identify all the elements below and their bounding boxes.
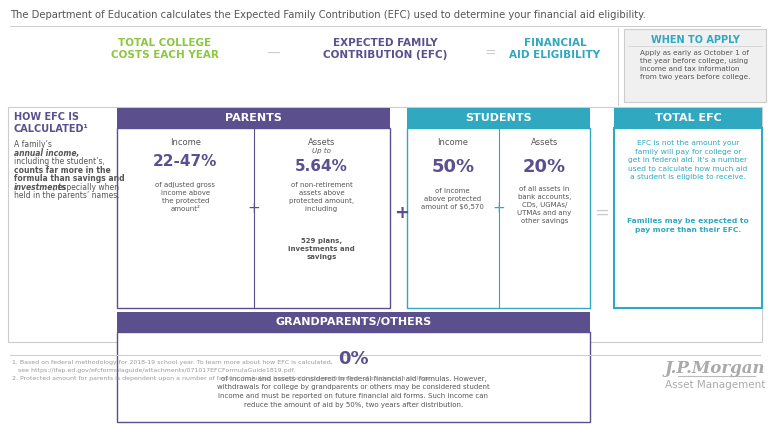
Text: of all assets in
bank accounts,
CDs, UGMAs/
UTMAs and any
other savings: of all assets in bank accounts, CDs, UGM… [517,186,571,224]
Text: WHEN TO APPLY: WHEN TO APPLY [651,35,739,45]
Text: 0%: 0% [338,350,369,368]
Text: of income and assets considered in federal financial aid formulas. However,
with: of income and assets considered in feder… [217,376,490,408]
Text: Assets: Assets [531,138,558,147]
Text: STUDENTS: STUDENTS [465,113,532,123]
Text: GRANDPARENTS/OTHERS: GRANDPARENTS/OTHERS [276,317,432,327]
Text: Asset Management: Asset Management [665,380,765,390]
Text: +: + [247,201,260,215]
Text: of income
above protected
amount of $6,570: of income above protected amount of $6,5… [421,188,484,210]
Text: 1. Based on federal methodology for 2018-19 school year. To learn more about how: 1. Based on federal methodology for 2018… [12,360,333,365]
Text: PARENTS: PARENTS [225,113,282,123]
Text: 529 plans,
investments and
savings: 529 plans, investments and savings [289,238,355,260]
Text: of adjusted gross
income above
the protected
amount²: of adjusted gross income above the prote… [156,182,216,212]
Text: =: = [484,47,496,61]
Bar [117,108,390,128]
Bar [117,128,390,308]
Bar [117,332,590,422]
Bar [407,108,590,128]
Text: Families may be expected to
pay more than their EFC.: Families may be expected to pay more tha… [627,218,749,232]
Text: +: + [492,201,505,215]
Text: +: + [394,204,410,222]
Text: held in the parents’ names.: held in the parents’ names. [14,191,119,200]
Text: see https://ifap.ed.gov/efcformulaguide/attachments/071017EFCFormulaGuide1819.pd: see https://ifap.ed.gov/efcformulaguide/… [12,368,295,373]
Text: FINANCIAL
AID ELIGIBILITY: FINANCIAL AID ELIGIBILITY [510,38,601,60]
Text: counts far more in the: counts far more in the [14,165,111,175]
Text: EXPECTED FAMILY
CONTRIBUTION (EFC): EXPECTED FAMILY CONTRIBUTION (EFC) [323,38,447,60]
Text: , especially when: , especially when [53,182,119,192]
Text: Assets: Assets [308,138,336,147]
Text: formula than savings and: formula than savings and [14,174,125,183]
Bar [614,128,762,308]
Text: A family’s: A family’s [14,140,54,149]
Text: —: — [266,47,280,61]
Text: Up to: Up to [313,148,331,154]
Bar [8,107,762,342]
Text: annual income,: annual income, [14,148,79,158]
Text: HOW EFC IS
CALCULATED¹: HOW EFC IS CALCULATED¹ [14,112,89,134]
Text: 2. Protected amount for parents is dependent upon a number of factors, including: 2. Protected amount for parents is depen… [12,376,432,381]
Text: including the student’s,: including the student’s, [14,157,105,166]
Bar [624,29,766,102]
Text: 5.64%: 5.64% [296,159,348,174]
Text: EFC is not the amount your
family will pay for college or
get in federal aid. It: EFC is not the amount your family will p… [628,140,748,180]
Text: TOTAL EFC: TOTAL EFC [654,113,721,123]
Text: J.P.Morgan: J.P.Morgan [665,360,765,377]
Text: 20%: 20% [523,158,566,176]
Text: Income: Income [169,138,201,147]
Text: of non-retirement
assets above
protected amount,
including: of non-retirement assets above protected… [290,182,354,212]
Bar [117,312,590,332]
Text: Apply as early as October 1 of
the year before college, using
income and tax inf: Apply as early as October 1 of the year … [640,50,750,80]
Bar [614,108,762,128]
Text: The Department of Education calculates the Expected Family Contribution (EFC) us: The Department of Education calculates t… [10,10,646,20]
Text: TOTAL COLLEGE
COSTS EACH YEAR: TOTAL COLLEGE COSTS EACH YEAR [111,38,219,60]
Text: =: = [594,204,610,222]
Text: 22-47%: 22-47% [153,154,217,169]
Text: Income: Income [437,138,468,147]
Bar [407,128,590,308]
Text: investments: investments [14,182,67,192]
Text: 50%: 50% [431,158,474,176]
